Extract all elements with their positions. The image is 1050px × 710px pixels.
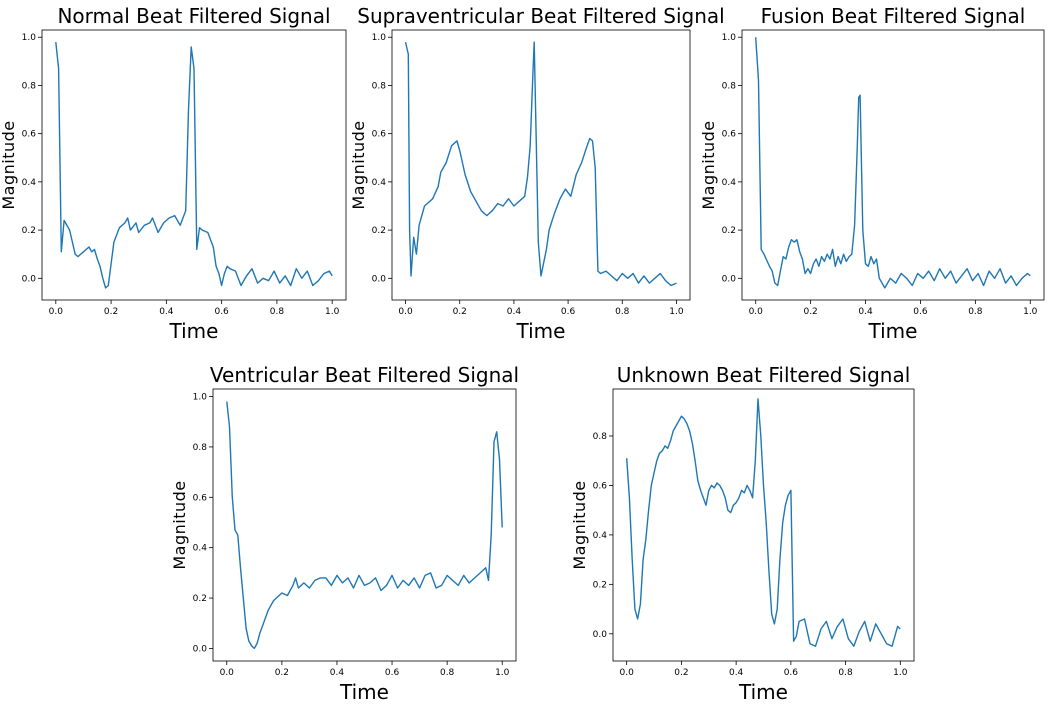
chart-0-y-tick-label: 0.0 — [22, 274, 37, 284]
chart-3-y-tick-label: 1.0 — [193, 393, 208, 403]
chart-1-x-tick-label: 0.6 — [561, 307, 576, 317]
chart-1-y-tick-label: 0.6 — [372, 130, 387, 140]
chart-4-x-tick-label: 0.8 — [838, 668, 853, 678]
chart-4-x-tick-label: 1.0 — [893, 668, 908, 678]
chart-4-y-tick-label: 0.0 — [593, 630, 608, 640]
chart-1-title: Supraventricular Beat Filtered Signal — [357, 4, 724, 28]
chart-2-x-axis-label: Time — [868, 319, 918, 343]
chart-4-y-tick-label: 0.4 — [593, 531, 608, 541]
chart-0-x-tick-label: 0.2 — [104, 307, 118, 317]
fusion-beat-chart: Fusion Beat Filtered Signal 0.0 0.2 0.4 0.6 0… — [699, 4, 1045, 343]
chart-0-y-tick-label: 0.8 — [22, 81, 37, 91]
chart-0-x-tick-label: 0.0 — [49, 307, 64, 317]
chart-4-y-axis-label: Magnitude — [570, 480, 589, 569]
chart-2-x-tick-label: 0.4 — [858, 307, 873, 317]
chart-1-y-tick-label: 1.0 — [372, 33, 387, 43]
chart-3-axes-frame — [212, 388, 517, 662]
chart-3-x-tick-label: 0.0 — [220, 668, 235, 678]
ventricular-beat-chart: Ventricular Beat Filtered Signal 0.0 0.2 0.… — [170, 363, 519, 704]
chart-0-y-tick-label: 0.6 — [22, 130, 37, 140]
chart-4-y-tick-label: 0.2 — [593, 580, 607, 590]
chart-1-x-tick-label: 0.0 — [398, 307, 413, 317]
chart-4-x-tick-label: 0.0 — [620, 668, 635, 678]
chart-3-y-tick-label: 0.2 — [193, 594, 207, 604]
chart-0-title: Normal Beat Filtered Signal — [57, 4, 330, 28]
chart-2-x-tick-label: 0.8 — [968, 307, 983, 317]
chart-1-x-tick-label: 1.0 — [669, 307, 684, 317]
chart-2-y-tick-label: 0.2 — [722, 226, 736, 236]
chart-4-x-tick-label: 0.2 — [674, 668, 688, 678]
chart-2-y-tick-label: 0.6 — [722, 130, 737, 140]
chart-0-x-tick-label: 0.4 — [159, 307, 174, 317]
chart-0-x-axis-label: Time — [169, 319, 219, 343]
chart-2-y-tick-label: 0.4 — [722, 178, 737, 188]
chart-2-title: Fusion Beat Filtered Signal — [761, 4, 1026, 28]
chart-3-x-tick-label: 0.6 — [385, 668, 400, 678]
chart-0-x-tick-label: 1.0 — [325, 307, 340, 317]
chart-4-y-tick-label: 0.6 — [593, 481, 608, 491]
unknown-beat-chart: Unknown Beat Filtered Signal 0.0 0.2 0.4 0.6… — [570, 363, 915, 704]
chart-2-y-tick-label: 0.8 — [722, 81, 737, 91]
chart-2-x-tick-label: 0.6 — [913, 307, 928, 317]
chart-3-x-axis-label: Time — [339, 680, 389, 704]
chart-1-y-axis-label: Magnitude — [349, 120, 368, 209]
chart-3-y-tick-label: 0.4 — [193, 544, 208, 554]
chart-4-axes-frame — [612, 388, 915, 662]
chart-1-y-tick-label: 0.2 — [372, 226, 386, 236]
chart-0-x-tick-label: 0.6 — [214, 307, 229, 317]
chart-1-y-tick-label: 0.4 — [372, 178, 387, 188]
chart-3-title: Ventricular Beat Filtered Signal — [210, 363, 519, 387]
chart-0-axes-frame — [41, 29, 347, 301]
chart-3-series-line-0 — [226, 401, 503, 650]
chart-2-x-tick-label: 0.0 — [749, 307, 764, 317]
chart-4-title: Unknown Beat Filtered Signal — [617, 363, 911, 387]
chart-3-y-tick-label: 0.6 — [193, 493, 208, 503]
chart-2-axes-frame — [741, 29, 1045, 301]
chart-1-series-line-0 — [404, 41, 677, 287]
chart-2-y-tick-label: 1.0 — [722, 33, 737, 43]
chart-4-series-line-0 — [626, 398, 901, 647]
chart-0-y-axis-label: Magnitude — [0, 120, 18, 209]
chart-2-y-tick-label: 0.0 — [722, 274, 737, 284]
chart-3-x-tick-label: 0.4 — [330, 668, 345, 678]
supraventricular-beat-chart: Supraventricular Beat Filtered Signal 0.0… — [349, 4, 725, 343]
chart-1-axes-frame — [391, 29, 691, 301]
chart-1-x-axis-label: Time — [516, 319, 566, 343]
chart-3-y-tick-label: 0.8 — [193, 443, 208, 453]
chart-3-y-axis-label: Magnitude — [170, 480, 189, 569]
chart-0-y-tick-label: 0.4 — [22, 178, 37, 188]
chart-4-x-tick-label: 0.4 — [729, 668, 744, 678]
chart-0-y-tick-label: 0.2 — [22, 226, 36, 236]
chart-1-x-tick-label: 0.2 — [453, 307, 467, 317]
chart-1-x-tick-label: 0.8 — [615, 307, 630, 317]
chart-4-y-tick-label: 0.8 — [593, 432, 608, 442]
chart-1-y-tick-label: 0.0 — [372, 274, 387, 284]
chart-3-x-tick-label: 1.0 — [495, 668, 510, 678]
chart-2-x-tick-label: 1.0 — [1023, 307, 1038, 317]
chart-1-y-tick-label: 0.8 — [372, 81, 387, 91]
chart-0-y-tick-label: 1.0 — [22, 33, 37, 43]
chart-3-x-tick-label: 0.2 — [275, 668, 289, 678]
normal-beat-chart: Normal Beat Filtered Signal 0.0 0.2 0.4 0.6 0… — [0, 4, 347, 343]
chart-1-x-tick-label: 0.4 — [507, 307, 522, 317]
chart-3-x-tick-label: 0.8 — [440, 668, 455, 678]
chart-4-x-axis-label: Time — [738, 680, 788, 704]
chart-0-series-line-0 — [55, 42, 333, 289]
chart-3-y-tick-label: 0.0 — [193, 644, 208, 654]
chart-2-series-line-0 — [755, 37, 1031, 289]
chart-2-y-axis-label: Magnitude — [699, 120, 718, 209]
chart-2-x-tick-label: 0.2 — [803, 307, 817, 317]
chart-0-x-tick-label: 0.8 — [270, 307, 285, 317]
chart-4-x-tick-label: 0.6 — [784, 668, 799, 678]
